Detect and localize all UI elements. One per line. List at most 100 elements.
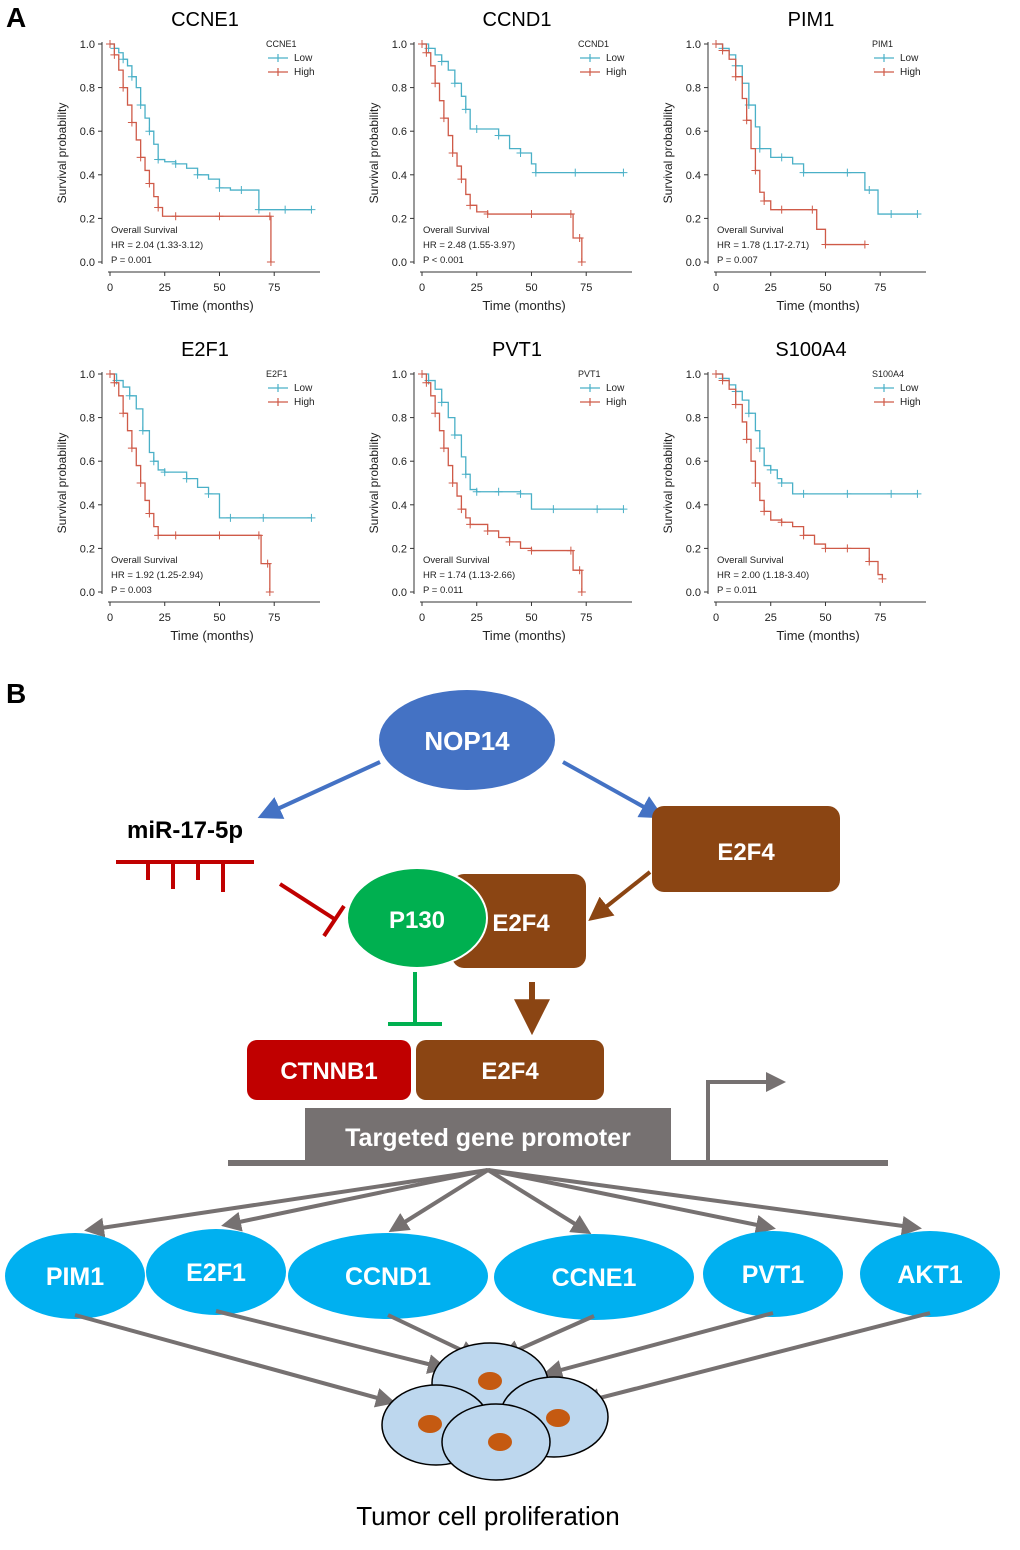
km-legend-swatch-low	[874, 384, 894, 392]
inhibit-mirna-to-p130	[278, 882, 346, 938]
km-censor-mark	[119, 55, 128, 64]
km-censor-mark	[145, 509, 154, 518]
km-y-tick-label: 0.6	[686, 126, 701, 138]
km-legend-title: S100A4	[872, 369, 904, 379]
target-arrows	[84, 1168, 922, 1238]
km-legend-title: CCNE1	[266, 39, 297, 49]
km-legend-swatch-low	[580, 384, 600, 392]
km-censor-mark	[494, 131, 503, 140]
arrow-pim1-to-proliferation	[74, 1313, 396, 1408]
km-censor-mark	[799, 489, 808, 498]
km-censor-mark	[127, 444, 136, 453]
km-censor-mark	[110, 378, 119, 387]
target-node-e2f1	[146, 1229, 286, 1315]
arrow-promoter-to-ccne1	[486, 1168, 592, 1235]
km-x-label: Time (months)	[776, 628, 859, 643]
km-censor-mark	[265, 212, 274, 221]
panel-label-a: A	[6, 2, 27, 33]
km-legend-label-high: High	[294, 397, 315, 408]
km-censor-mark	[431, 79, 440, 88]
km-x-tick-label: 0	[419, 282, 425, 294]
mirna-label: miR-17-5p	[127, 817, 243, 844]
km-censor-mark	[254, 205, 263, 214]
km-censor-mark	[751, 479, 760, 487]
km-censor-mark	[887, 489, 896, 498]
km-stat-line: HR = 1.74 (1.13-2.66)	[423, 570, 515, 581]
km-censor-mark	[731, 400, 740, 409]
km-censor-mark	[259, 513, 268, 522]
km-y-tick-label: 0.4	[392, 500, 407, 512]
e2f4-complex-label: E2F4	[492, 910, 550, 937]
km-censor-mark	[254, 531, 263, 540]
km-censor-mark	[760, 507, 769, 516]
km-censor-mark	[154, 203, 163, 212]
km-censor-mark	[145, 127, 154, 136]
e2f4-top-label: E2F4	[717, 839, 775, 866]
km-censor-mark	[450, 79, 459, 88]
km-y-tick-label: 0.0	[80, 257, 95, 269]
km-censor-mark	[437, 398, 446, 407]
arrow-akt1-to-proliferation	[580, 1311, 931, 1408]
km-y-tick-label: 0.0	[686, 257, 701, 269]
target-node-ccne1	[494, 1234, 694, 1320]
km-censor-mark	[215, 183, 224, 192]
km-legend-swatch-high	[580, 398, 600, 406]
km-legend-label-low: Low	[606, 53, 625, 64]
km-censor-mark	[145, 179, 154, 188]
km-y-label: Survival probability	[367, 433, 381, 534]
km-censor-mark	[110, 50, 119, 59]
km-x-tick-label: 0	[107, 612, 113, 624]
km-censor-mark	[751, 166, 760, 175]
km-stat-line: HR = 2.48 (1.55-3.97)	[423, 240, 515, 251]
km-censor-mark	[718, 376, 727, 385]
km-x-tick-label: 50	[213, 282, 225, 294]
km-x-tick-label: 50	[819, 282, 831, 294]
km-y-tick-label: 0.4	[80, 500, 95, 512]
tumor-cells-icon	[381, 1342, 609, 1481]
nop14-node	[379, 690, 555, 790]
target-node-akt1	[860, 1231, 1000, 1317]
km-curve-high	[716, 373, 884, 579]
e2f4-box-bound	[416, 1040, 604, 1100]
km-censor-mark	[577, 258, 586, 266]
km-curve-low	[110, 43, 312, 211]
arrow-e2f4-to-complex	[588, 870, 652, 921]
km-legend-label-low: Low	[900, 53, 919, 64]
km-censor-mark	[138, 426, 147, 435]
arrow-promoter-to-akt1	[487, 1168, 922, 1236]
km-censor-mark	[466, 520, 475, 529]
km-censor-mark	[619, 505, 628, 514]
km-x-tick-label: 75	[580, 282, 592, 294]
arrow-nop14-to-e2f4	[562, 760, 665, 819]
km-censor-mark	[171, 159, 180, 168]
km-censor-mark	[571, 168, 580, 177]
km-x-tick-label: 25	[471, 612, 483, 624]
km-stat-line: Overall Survival	[717, 225, 784, 236]
p130-node	[346, 867, 488, 969]
km-censor-mark	[125, 391, 134, 400]
km-censor-mark	[516, 149, 525, 157]
km-censor-mark	[799, 168, 808, 177]
km-censor-mark	[549, 505, 558, 514]
km-y-tick-label: 0.0	[392, 257, 407, 269]
km-censor-mark	[265, 588, 274, 596]
km-censor-mark	[755, 444, 764, 453]
km-x-tick-label: 75	[268, 282, 280, 294]
km-censor-mark	[516, 489, 525, 498]
km-censor-mark	[527, 210, 536, 219]
km-x-tick-label: 50	[525, 612, 537, 624]
km-censor-mark	[718, 46, 727, 55]
target-label-pim1: PIM1	[46, 1263, 104, 1291]
km-censor-mark	[843, 489, 852, 498]
km-y-label: Survival probability	[661, 433, 675, 534]
km-stat-line: P = 0.011	[717, 585, 757, 596]
km-x-tick-label: 25	[159, 282, 171, 294]
km-censor-mark	[913, 489, 922, 498]
km-y-tick-label: 0.4	[80, 170, 95, 182]
km-x-tick-label: 75	[580, 612, 592, 624]
e2f4-bound-label: E2F4	[481, 1058, 539, 1085]
km-censor-mark	[171, 212, 180, 221]
km-stat-line: Overall Survival	[423, 225, 490, 236]
km-x-label: Time (months)	[170, 628, 253, 643]
km-x-tick-label: 75	[874, 282, 886, 294]
